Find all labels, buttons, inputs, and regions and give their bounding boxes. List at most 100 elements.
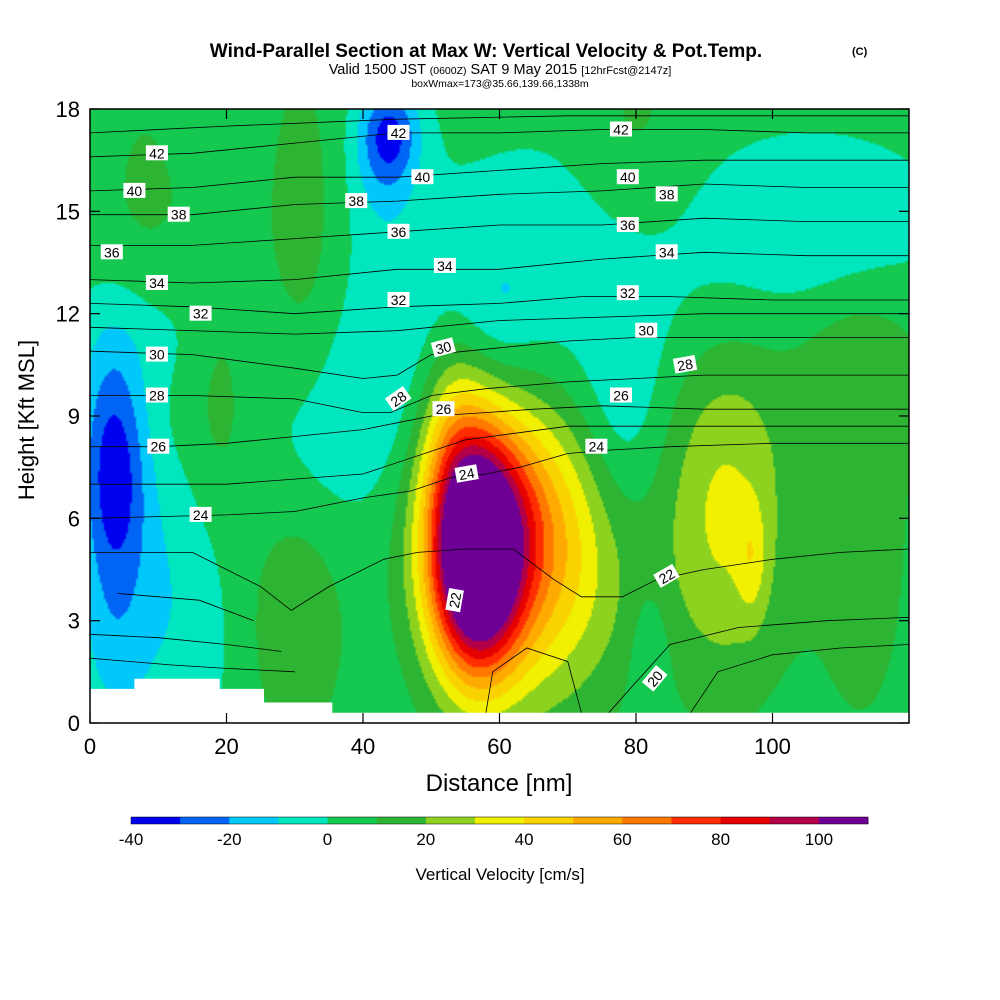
contour-label-text: 34 xyxy=(437,258,453,274)
contour-label-box xyxy=(411,169,434,185)
theta-contour-unlabeled xyxy=(690,644,909,714)
contour-label-box xyxy=(610,387,632,403)
contour-label-28: 28 xyxy=(672,355,698,374)
contour-label-30: 30 xyxy=(635,322,658,339)
contour-label-box xyxy=(147,438,170,454)
x-tick-label: 20 xyxy=(214,734,238,759)
box-wmax-info: boxWmax=173@35.66,139.66,1338m xyxy=(411,78,589,90)
contour-label-34: 34 xyxy=(433,257,456,274)
x-axis: 0 20 40 60 80 100 xyxy=(84,109,791,759)
colorbar: -40 -20 0 20 40 60 80 100 xyxy=(119,816,869,849)
contour-label-box xyxy=(387,292,410,307)
contour-label-box xyxy=(585,438,608,454)
contour-label-text: 28 xyxy=(676,356,694,374)
theta-contour-32 xyxy=(90,296,909,315)
contour-label-box xyxy=(100,244,123,260)
contour-label-text: 40 xyxy=(415,169,431,185)
copyright-mark: (C) xyxy=(852,46,868,58)
y-tick-label: 6 xyxy=(68,506,80,531)
colorbar-swatch xyxy=(671,817,721,824)
title-block: Wind-Parallel Section at Max W: Vertical… xyxy=(210,41,868,90)
valid-utc: (0600Z) xyxy=(430,65,467,77)
contour-label-box xyxy=(655,186,678,202)
contour-label-text: 26 xyxy=(436,401,452,417)
colorbar-frame xyxy=(130,816,869,825)
theta-contour-30 xyxy=(90,337,909,379)
contour-label-text: 24 xyxy=(589,439,605,455)
colorbar-tick-label: 20 xyxy=(416,830,435,849)
colorbar-tick-label: -40 xyxy=(119,830,144,849)
contour-label-box xyxy=(387,223,410,239)
contour-label-text: 30 xyxy=(149,347,165,363)
colorbar-swatch xyxy=(278,817,328,824)
contour-label-box xyxy=(454,464,479,483)
theta-contour-unlabeled xyxy=(608,616,909,714)
theta-contour-unlabeled xyxy=(117,593,254,622)
theta-contour-unlabeled xyxy=(485,647,582,713)
contour-label-30: 30 xyxy=(145,346,168,363)
contour-label-30: 30 xyxy=(430,337,456,358)
contour-label-box xyxy=(145,275,168,290)
theta-contour-40 xyxy=(90,159,909,192)
contour-label-text: 24 xyxy=(193,507,209,523)
contour-label-24: 24 xyxy=(585,438,608,455)
plot-area: 42 40 38 36 34 32 30 28 26 24 42 40 38 36 34 32 30 28 26 24… xyxy=(90,109,909,723)
contour-label-36: 36 xyxy=(616,217,639,233)
contour-label-box xyxy=(430,337,456,358)
contour-label-42: 42 xyxy=(145,145,168,161)
colorbar-swatch xyxy=(818,817,869,824)
contour-label-text: 32 xyxy=(391,292,407,308)
contour-label-34: 34 xyxy=(655,244,678,260)
theta-contour-unlabeled xyxy=(90,115,909,134)
y-tick-label: 9 xyxy=(68,404,80,429)
colorbar-swatch xyxy=(327,817,378,824)
contour-label-box xyxy=(610,121,632,137)
colorbar-tick-label: 60 xyxy=(613,830,632,849)
contour-label-text: 38 xyxy=(348,193,364,209)
contour-label-24: 24 xyxy=(189,506,212,523)
contour-label-28: 28 xyxy=(384,386,412,411)
x-tick-label: 40 xyxy=(351,734,375,759)
colorbar-tick-label: 100 xyxy=(805,830,833,849)
contour-label-box xyxy=(167,206,190,222)
theta-contour-22 xyxy=(90,548,909,611)
contour-label-box xyxy=(433,257,456,273)
y-tick-label: 12 xyxy=(56,302,80,327)
contour-label-32: 32 xyxy=(387,292,410,308)
colorbar-swatch xyxy=(229,817,279,824)
contour-label-text: 36 xyxy=(620,217,636,233)
y-tick-label: 3 xyxy=(68,609,80,634)
contour-label-text: 38 xyxy=(659,186,675,202)
contour-label-22: 22 xyxy=(445,587,464,613)
contour-label-text: 24 xyxy=(458,465,476,483)
theta-contour-42 xyxy=(90,129,909,158)
contour-label-text: 36 xyxy=(104,244,120,260)
contour-label-text: 28 xyxy=(149,388,165,404)
contour-label-text: 42 xyxy=(149,145,165,161)
theta-contour-34 xyxy=(90,251,909,284)
contour-label-box xyxy=(189,506,212,522)
contour-label-box xyxy=(616,217,639,232)
colorbar-swatch xyxy=(524,817,574,824)
colorbar-swatch xyxy=(180,817,230,824)
contour-label-text: 30 xyxy=(638,323,654,339)
contour-label-40: 40 xyxy=(123,182,146,199)
y-tick-label: 0 xyxy=(68,711,80,736)
colorbar-swatch xyxy=(622,817,672,824)
contour-label-text: 34 xyxy=(149,275,165,291)
chart-subtitle: Valid 1500 JST (0600Z) SAT 9 May 2015 [1… xyxy=(329,62,672,78)
contour-label-24: 24 xyxy=(454,464,479,483)
contour-label-22: 22 xyxy=(653,563,680,588)
contour-label-box xyxy=(653,563,680,588)
contour-label-text: 26 xyxy=(613,388,629,404)
vertical-velocity-field xyxy=(90,109,909,723)
contour-label-text: 30 xyxy=(434,338,453,358)
contour-labels: 42 40 38 36 34 32 30 28 26 24 42 40 38 36 34 32 30 28 26 24… xyxy=(100,121,698,692)
colorbar-swatch xyxy=(131,817,181,824)
contour-label-text: 36 xyxy=(391,224,407,240)
chart-title: Wind-Parallel Section at Max W: Vertical… xyxy=(210,41,762,62)
colorbar-swatch xyxy=(720,817,771,824)
theta-contour-36 xyxy=(90,217,909,246)
contour-label-text: 42 xyxy=(613,122,629,138)
